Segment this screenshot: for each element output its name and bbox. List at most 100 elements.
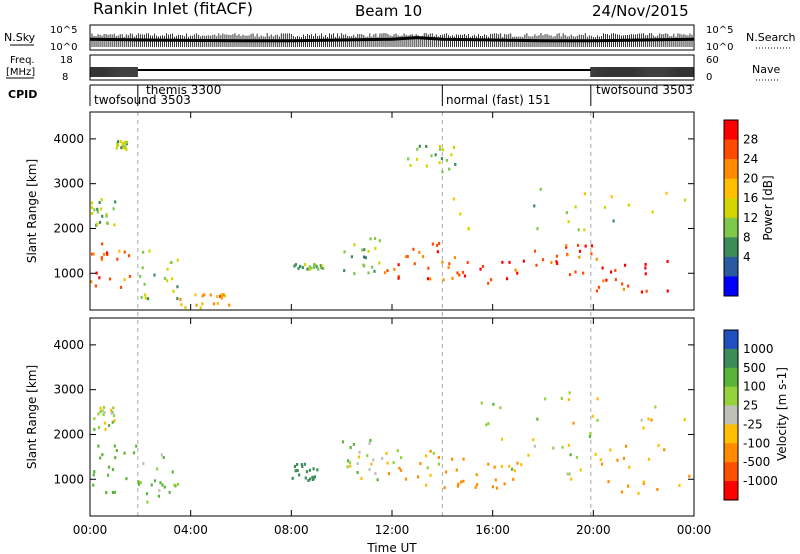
data-cell [170, 277, 174, 281]
colorbar-segment [724, 198, 738, 219]
data-cell [514, 268, 517, 272]
data-cell [116, 144, 119, 148]
data-cell [458, 273, 461, 277]
colorbar-tick-label: 28 [743, 133, 758, 147]
data-cell [447, 266, 450, 270]
data-cell [119, 140, 122, 144]
data-cell [306, 267, 309, 271]
data-cell [666, 259, 669, 263]
data-cell [459, 212, 462, 216]
data-cell [520, 463, 523, 467]
data-cell [203, 293, 206, 297]
data-cell [644, 266, 647, 270]
data-cell [577, 228, 580, 232]
colorbar-tick-label: 500 [743, 361, 766, 375]
data-cell [96, 207, 99, 211]
data-cell [291, 476, 294, 480]
data-cell [448, 167, 451, 171]
data-cell [536, 227, 539, 231]
data-cell [159, 481, 162, 485]
data-cell [346, 465, 349, 469]
data-cell [368, 441, 371, 445]
data-cell [298, 473, 301, 477]
data-cell [412, 247, 415, 251]
data-cell [578, 255, 581, 259]
data-cell [367, 249, 370, 253]
data-cell [316, 468, 319, 472]
data-cell [383, 271, 387, 275]
data-cell [404, 477, 408, 481]
data-cell [308, 267, 311, 271]
data-cell [168, 490, 171, 494]
data-cell [162, 455, 165, 459]
data-cell [510, 467, 514, 471]
data-cell [102, 405, 106, 409]
data-cell [567, 398, 570, 402]
data-cell [429, 449, 432, 453]
cpid-mode-3: normal (fast) 151 [446, 93, 550, 107]
data-cell [533, 444, 537, 448]
data-cell [539, 187, 542, 191]
data-cell [647, 417, 650, 421]
data-cell [654, 405, 657, 409]
data-cell [601, 266, 604, 270]
data-cell [452, 197, 455, 201]
data-cell [570, 477, 573, 481]
x-tick-label: 08:00 [274, 523, 309, 537]
data-cell [363, 264, 366, 268]
data-cell [105, 491, 108, 495]
power-colorbar: 28 24 20 16 12 8 4 [723, 119, 758, 297]
data-cell [199, 306, 202, 310]
data-cell [356, 462, 359, 466]
data-cell [535, 263, 538, 267]
velocity-y-ticks: 1000 2000 3000 4000 [53, 338, 694, 486]
velocity-panel-frame [89, 317, 695, 517]
data-cell [590, 244, 594, 248]
data-cell [363, 255, 366, 259]
data-cell [125, 141, 129, 145]
power-colorbar-label: Power [dB] [761, 175, 775, 240]
data-cell [352, 442, 355, 446]
data-cell [455, 468, 458, 472]
data-cell [184, 306, 187, 310]
data-cell [566, 472, 569, 476]
data-cell [467, 227, 470, 231]
data-cell [437, 462, 440, 466]
data-cell [574, 270, 577, 274]
data-cell [123, 278, 126, 282]
data-cell [160, 453, 163, 457]
data-cell [95, 222, 99, 226]
data-cell [603, 205, 606, 209]
data-cell [123, 451, 126, 455]
data-cell [106, 473, 110, 477]
data-cell [121, 143, 124, 147]
data-cell [173, 483, 176, 487]
data-cell [594, 452, 597, 456]
data-cell [91, 252, 94, 256]
data-cell [90, 212, 94, 216]
data-cell [438, 144, 442, 148]
data-cell [139, 481, 142, 485]
data-cell [418, 250, 421, 254]
colorbar-segment [724, 217, 738, 238]
data-cell [500, 437, 504, 441]
data-cell [97, 444, 100, 448]
data-cell [157, 494, 161, 498]
data-cell [457, 482, 460, 486]
data-cell [367, 271, 370, 275]
data-cell [219, 294, 222, 298]
data-cell [663, 448, 666, 452]
colorbar-tick-label: -1000 [743, 474, 778, 488]
data-cell [114, 456, 117, 460]
colorbar-tick-label: 25 [743, 399, 758, 413]
cpid-mode-1: twofsound 3503 [94, 93, 191, 107]
colorbar-frame [723, 329, 739, 501]
data-cell [127, 254, 131, 258]
data-cell [102, 413, 105, 417]
data-cell [609, 448, 612, 452]
data-cell [584, 244, 587, 248]
data-cell [436, 250, 439, 254]
colorbar-segment [724, 424, 738, 444]
data-cell [443, 486, 446, 490]
data-cell [441, 148, 445, 152]
